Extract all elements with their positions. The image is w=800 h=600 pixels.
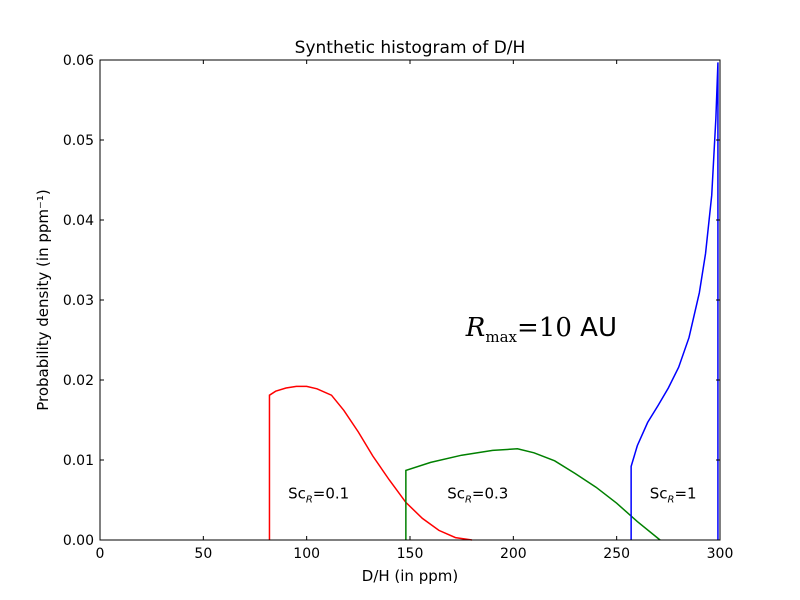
- x-tick-label: 50: [194, 546, 212, 562]
- series-line-3: [630, 62, 719, 540]
- y-tick-label: 0.00: [63, 533, 94, 549]
- annotations: Rmax=10 AU ScR=0.1 ScR=0.3 ScR=1: [288, 313, 697, 505]
- series-line-2: [405, 448, 661, 541]
- x-tick-label: 100: [293, 546, 320, 562]
- x-tick-label: 200: [500, 546, 527, 562]
- x-tick-label: 300: [707, 546, 734, 562]
- y-axis-label: Probability density (in ppm⁻¹): [34, 189, 52, 411]
- x-tick-label: 250: [603, 546, 630, 562]
- x-tick-label: 150: [397, 546, 424, 562]
- chart-title: Synthetic histogram of D/H: [295, 38, 526, 58]
- sc-annotation-3: ScR=1: [650, 484, 697, 505]
- plot-area: [268, 62, 719, 541]
- rmax-annotation: Rmax=10 AU: [465, 313, 617, 346]
- y-tick-label: 0.02: [63, 373, 94, 389]
- y-tick-label: 0.04: [63, 213, 94, 229]
- y-tick-label: 0.01: [63, 453, 94, 469]
- sc-annotation-2: ScR=0.3: [447, 484, 508, 505]
- y-tick-label: 0.03: [63, 293, 94, 309]
- y-tick-label: 0.05: [63, 133, 94, 149]
- series-line-1: [268, 385, 473, 541]
- y-tick-label: 0.06: [63, 53, 94, 69]
- axis-ticks: 0 50 100 150 200 250 300 0.00 0.01 0.02 0.03 0.04 0.…: [63, 53, 734, 562]
- x-axis-label: D/H (in ppm): [362, 567, 458, 585]
- x-tick-label: 0: [96, 546, 105, 562]
- sc-annotation-1: ScR=0.1: [288, 484, 349, 505]
